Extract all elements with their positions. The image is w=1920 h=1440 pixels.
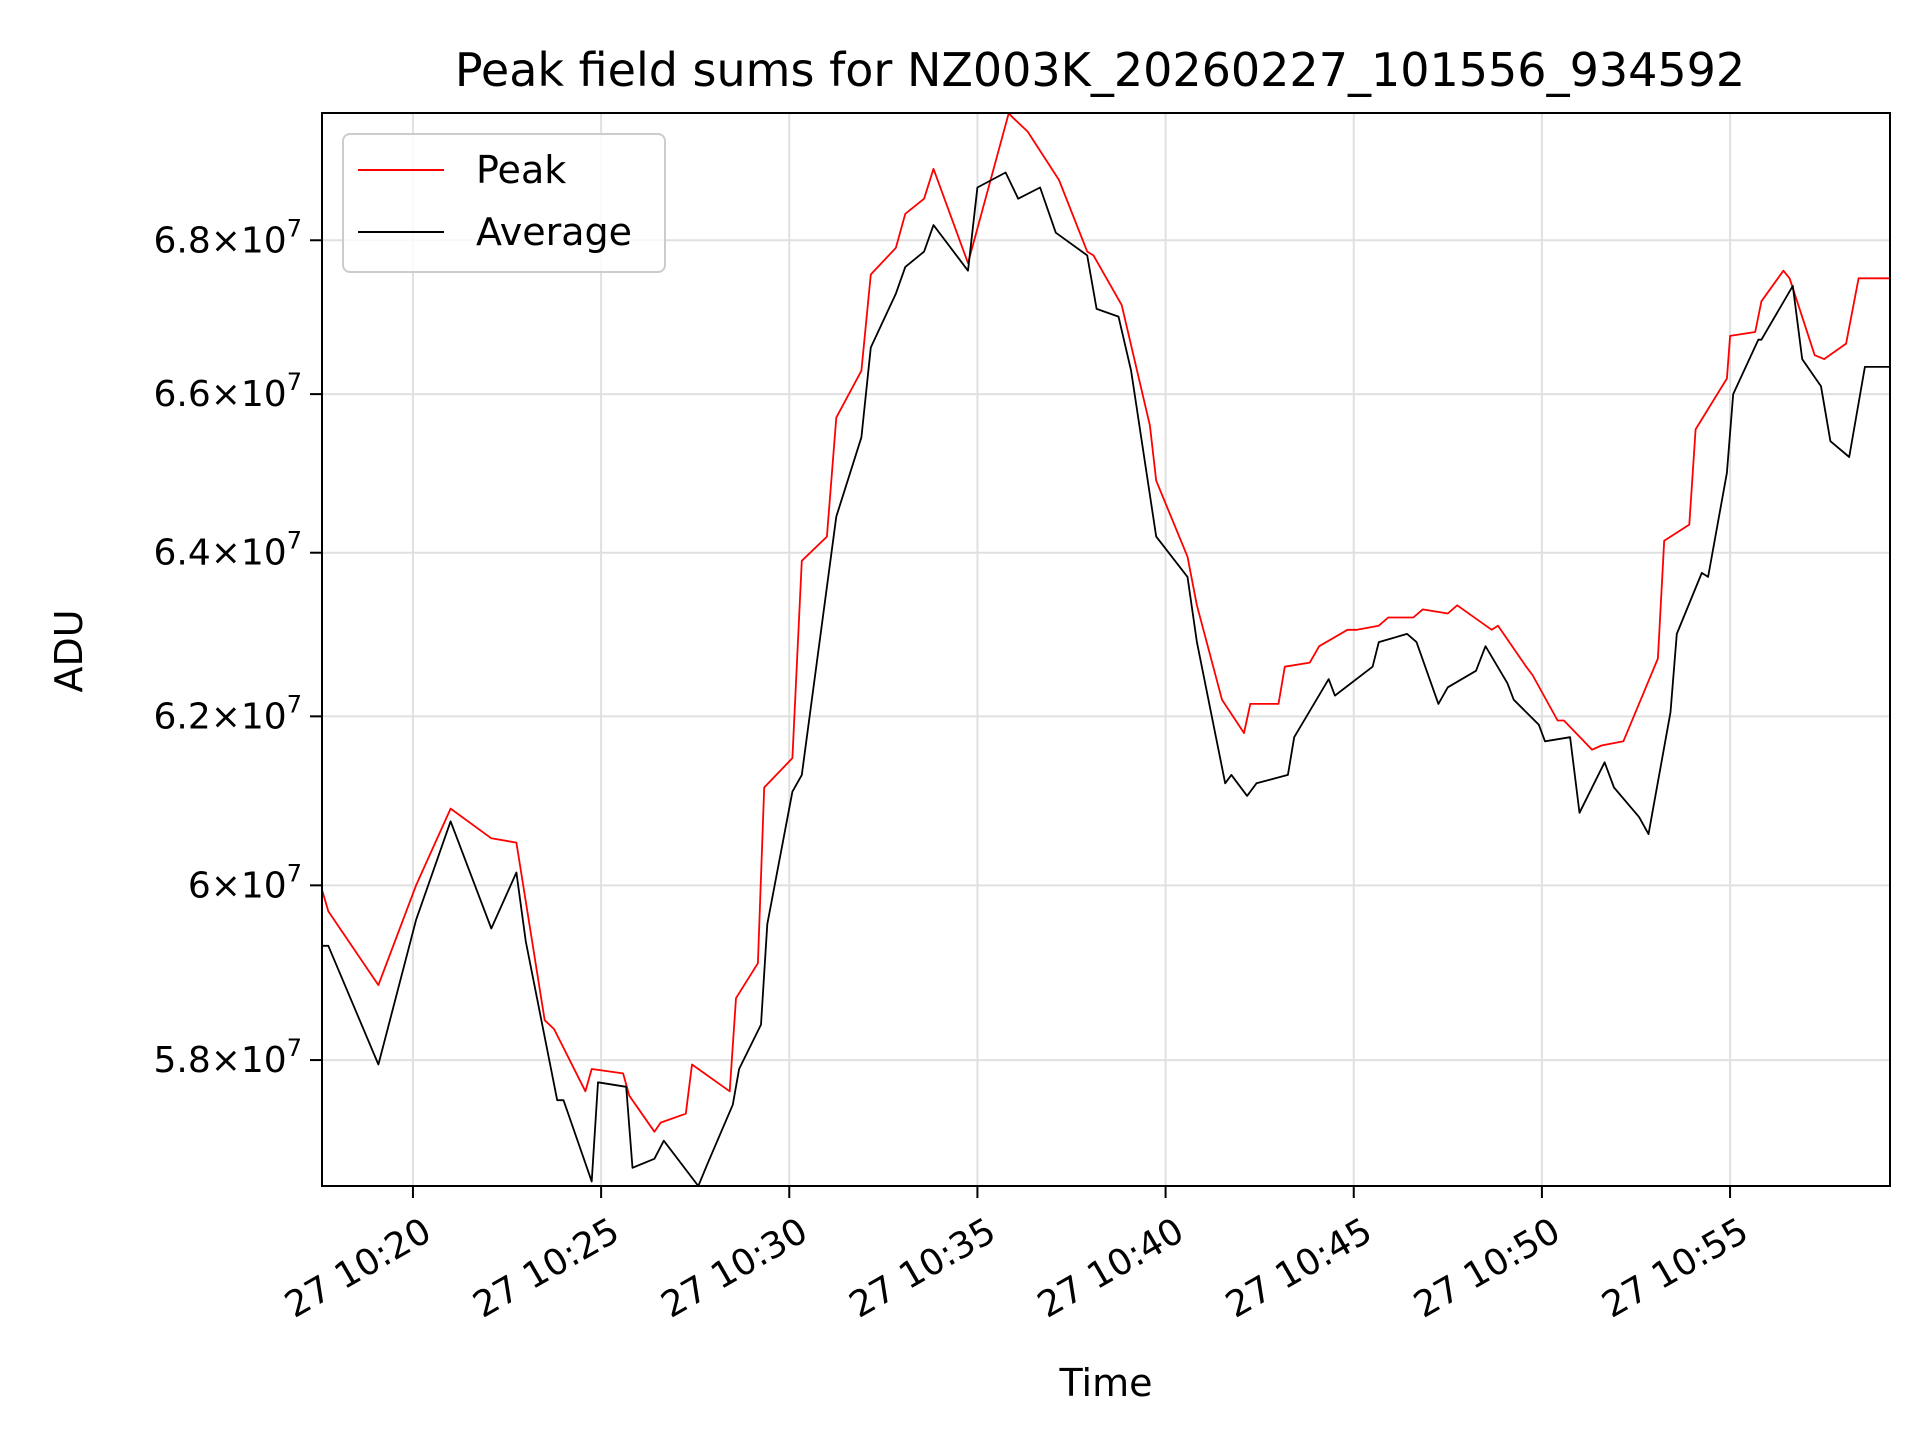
y-tick-label: 6×107 xyxy=(188,859,302,906)
y-tick-multiplier: ×10 xyxy=(211,1040,287,1081)
y-tick-multiplier: ×10 xyxy=(211,374,287,415)
legend-label-peak: Peak xyxy=(476,148,566,192)
y-tick-multiplier: ×10 xyxy=(211,533,287,574)
y-tick-label: 6.4×107 xyxy=(153,527,302,574)
y-tick-label: 5.8×107 xyxy=(153,1034,302,1081)
y-tick-exponent: 7 xyxy=(287,368,302,396)
y-tick-mantissa: 5.8 xyxy=(153,1040,210,1081)
y-tick-mantissa: 6.6 xyxy=(153,374,210,415)
y-axis-label: ADU xyxy=(47,609,91,692)
y-tick-multiplier: ×10 xyxy=(211,865,287,906)
y-tick-mantissa: 6.2 xyxy=(153,696,210,737)
y-tick-mantissa: 6.4 xyxy=(153,533,210,574)
legend: Peak Average xyxy=(342,133,666,273)
chart-title: Peak field sums for NZ003K_20260227_1015… xyxy=(455,43,1745,97)
y-tick-label: 6.2×107 xyxy=(153,690,302,737)
y-tick-multiplier: ×10 xyxy=(211,696,287,737)
y-tick-label: 6.6×107 xyxy=(153,368,302,415)
grid xyxy=(322,113,1890,1186)
x-axis-label: Time xyxy=(1059,1361,1153,1405)
series-lines xyxy=(322,113,1890,1186)
y-tick-label: 6.8×107 xyxy=(153,214,302,261)
y-tick-exponent: 7 xyxy=(287,527,302,555)
y-tick-exponent: 7 xyxy=(287,690,302,718)
y-tick-exponent: 7 xyxy=(287,1034,302,1062)
series-line-peak xyxy=(322,113,1890,1133)
plot-frame xyxy=(321,112,1891,1187)
legend-frame xyxy=(342,133,666,273)
y-tick-mantissa: 6 xyxy=(188,865,211,906)
y-tick-multiplier: ×10 xyxy=(211,220,287,261)
y-tick-mantissa: 6.8 xyxy=(153,220,210,261)
legend-label-average: Average xyxy=(476,210,632,254)
y-tick-exponent: 7 xyxy=(287,859,302,887)
series-line-average xyxy=(322,171,1890,1186)
y-tick-exponent: 7 xyxy=(287,214,302,242)
